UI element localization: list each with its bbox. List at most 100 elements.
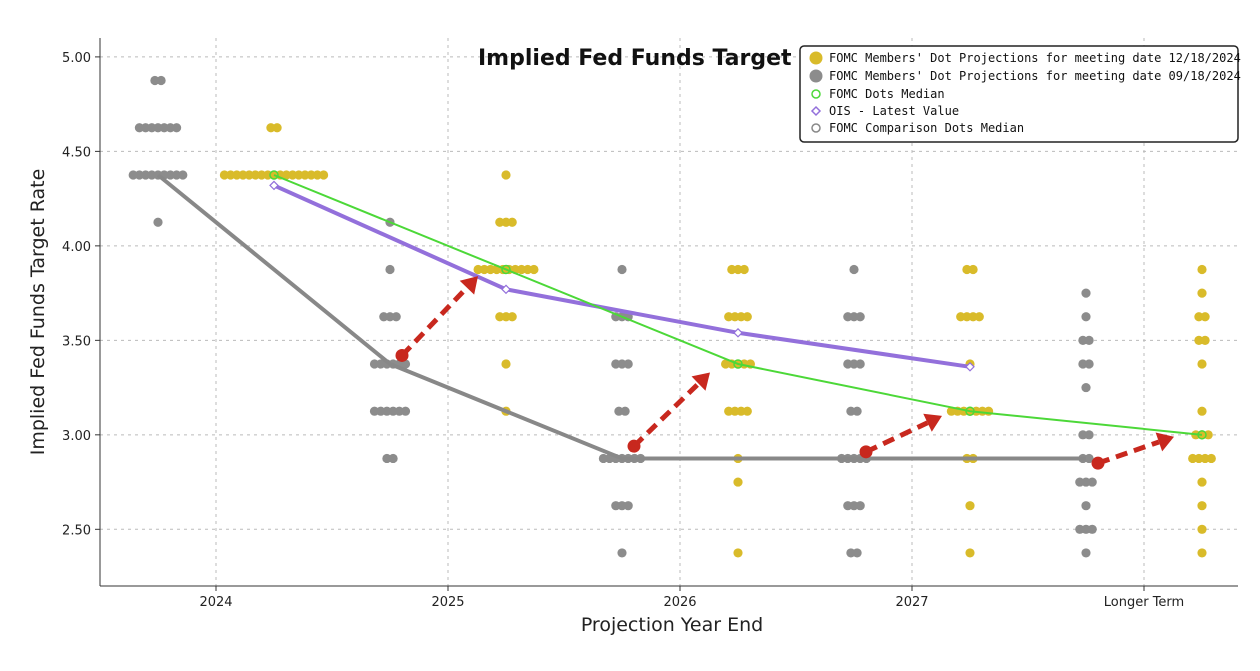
dot-sep-2024 bbox=[1081, 548, 1091, 558]
change-arrows bbox=[395, 276, 1174, 470]
dot-sep-2024 bbox=[623, 359, 633, 369]
arrow-shaft bbox=[400, 285, 469, 358]
dot-dec-2024 bbox=[507, 217, 517, 227]
arrow-shaft bbox=[864, 420, 929, 455]
x-tick-label: 2024 bbox=[199, 595, 232, 610]
arrow-shaft bbox=[632, 381, 701, 448]
dot-dec-2024 bbox=[1197, 501, 1207, 511]
arrow-shaft bbox=[1097, 439, 1160, 466]
arrow-head bbox=[1155, 432, 1174, 452]
dot-sep-2024 bbox=[400, 406, 411, 416]
dot-sep-2024 bbox=[849, 264, 859, 275]
axes bbox=[99, 38, 1238, 587]
x-tick-label: 2027 bbox=[895, 595, 928, 610]
dots-sep-2024 bbox=[128, 75, 1097, 558]
dot-dec-2024 bbox=[968, 264, 978, 275]
dot-sep-2024 bbox=[1087, 477, 1097, 487]
ois-latest-line bbox=[273, 183, 971, 369]
dot-sep-2024 bbox=[1081, 501, 1091, 511]
y-tick-label: 5.00 bbox=[62, 51, 91, 66]
ois-latest-point bbox=[501, 284, 511, 295]
dot-sep-2024 bbox=[617, 548, 627, 558]
dot-sep-2024 bbox=[385, 264, 395, 275]
dot-sep-2024 bbox=[852, 406, 862, 416]
ois-latest-point bbox=[269, 180, 279, 191]
dot-sep-2024 bbox=[1081, 288, 1091, 298]
x-tick-label: 2026 bbox=[663, 595, 696, 610]
legend-label-median: FOMC Dots Median bbox=[829, 87, 945, 101]
dot-dec-2024 bbox=[272, 123, 282, 133]
dot-dec-2024 bbox=[742, 312, 752, 322]
dot-dec-2024 bbox=[742, 406, 752, 416]
dot-sep-2024 bbox=[391, 312, 401, 322]
dot-dec-2024 bbox=[501, 170, 511, 180]
dot-sep-2024 bbox=[855, 501, 865, 511]
dot-dec-2024 bbox=[529, 264, 539, 275]
dot-sep-2024 bbox=[178, 170, 188, 180]
legend-marker-sep-dots bbox=[809, 69, 823, 83]
dot-dec-2024 bbox=[965, 548, 975, 558]
dot-sep-2024 bbox=[1087, 524, 1097, 534]
dot-dec-2024 bbox=[1197, 524, 1207, 534]
dot-dec-2024 bbox=[1197, 288, 1207, 298]
dots-median-point bbox=[965, 406, 975, 416]
dot-sep-2024 bbox=[617, 264, 627, 275]
dot-dec-2024 bbox=[974, 312, 984, 322]
legend-marker-ois bbox=[810, 105, 822, 117]
y-tick-label: 3.00 bbox=[62, 429, 91, 444]
chart-title: Implied Fed Funds Target bbox=[478, 46, 792, 71]
ois-latest-point bbox=[965, 361, 975, 372]
dot-dec-2024 bbox=[1197, 477, 1207, 487]
dots-median-point bbox=[269, 170, 279, 180]
dot-sep-2024 bbox=[855, 312, 865, 322]
dots-median-point bbox=[1197, 430, 1207, 440]
dot-dec-2024 bbox=[1197, 264, 1207, 275]
dot-dec-2024 bbox=[733, 477, 743, 487]
x-tick-label: 2025 bbox=[431, 595, 464, 610]
legend-marker-median bbox=[811, 89, 821, 99]
x-axis-label: Projection Year End bbox=[581, 614, 763, 636]
y-tick-label: 4.50 bbox=[62, 145, 91, 160]
y-tick-label: 2.50 bbox=[62, 523, 91, 538]
dots-median-point bbox=[733, 359, 743, 369]
y-tick-label: 4.00 bbox=[62, 240, 91, 255]
dot-dec-2024 bbox=[501, 359, 511, 369]
legend-marker-comparison bbox=[811, 123, 821, 133]
dot-sep-2024 bbox=[855, 359, 865, 369]
median-lines bbox=[156, 170, 1207, 461]
dot-dec-2024 bbox=[1206, 453, 1216, 464]
arrow-head bbox=[691, 372, 710, 391]
y-tick-label: 3.50 bbox=[62, 334, 91, 349]
dot-dec-2024 bbox=[1197, 548, 1207, 558]
dot-sep-2024 bbox=[620, 406, 630, 416]
dot-dec-2024 bbox=[1200, 312, 1210, 322]
dot-sep-2024 bbox=[156, 75, 166, 86]
dot-sep-2024 bbox=[1084, 335, 1094, 345]
legend-label-sep-dots: FOMC Members' Dot Projections for meetin… bbox=[829, 69, 1241, 83]
ois-latest-point bbox=[733, 327, 743, 338]
dot-sep-2024 bbox=[1084, 453, 1094, 464]
tick-labels: 5.00 4.50 4.00 3.50 3.00 2.50 2024 2025 2026 2027… bbox=[62, 51, 1184, 610]
legend-label-comparison: FOMC Comparison Dots Median bbox=[829, 121, 1024, 135]
dot-dec-2024 bbox=[1200, 335, 1210, 345]
legend-label-ois: OIS - Latest Value bbox=[829, 104, 959, 118]
dot-sep-2024 bbox=[1084, 359, 1094, 369]
dot-sep-2024 bbox=[172, 123, 182, 133]
dot-sep-2024 bbox=[623, 501, 633, 511]
dot-sep-2024 bbox=[1081, 382, 1091, 393]
x-tick-label: Longer Term bbox=[1104, 595, 1184, 610]
dots-median-line bbox=[273, 174, 1203, 436]
arrow-head bbox=[459, 276, 478, 295]
dots-median-point bbox=[501, 264, 511, 275]
dot-sep-2024 bbox=[1081, 312, 1091, 322]
y-axis-label: Implied Fed Funds Target Rate bbox=[27, 169, 49, 456]
dot-dec-2024 bbox=[965, 501, 975, 511]
dot-dec-2024 bbox=[1197, 359, 1207, 369]
dot-sep-2024 bbox=[153, 217, 163, 227]
dot-dec-2024 bbox=[507, 312, 517, 322]
legend-box bbox=[799, 45, 1239, 143]
arrow-head bbox=[923, 413, 942, 432]
dot-dec-2024 bbox=[1197, 406, 1207, 416]
legend-marker-dec-dots bbox=[809, 51, 823, 65]
